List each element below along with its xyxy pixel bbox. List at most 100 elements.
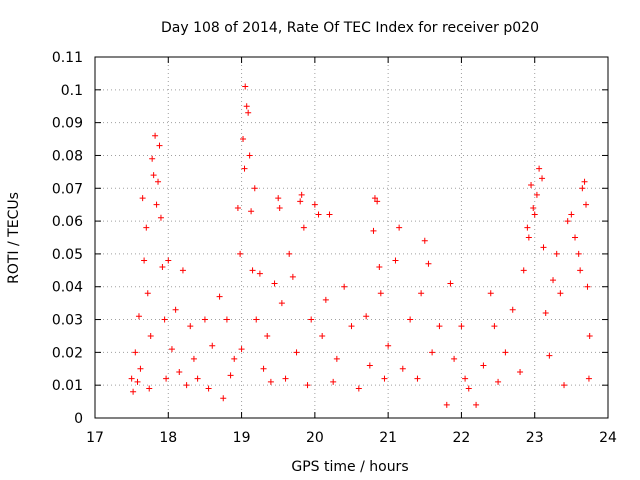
data-point xyxy=(385,342,392,349)
data-point xyxy=(276,204,283,211)
data-point xyxy=(557,290,564,297)
data-point xyxy=(586,332,593,339)
data-point xyxy=(278,300,285,307)
x-tick-label: 22 xyxy=(453,430,471,446)
data-point xyxy=(315,211,322,218)
y-tick-label: 0.01 xyxy=(52,378,83,394)
data-point xyxy=(572,234,579,241)
data-point xyxy=(130,388,137,395)
y-tick-label: 0.11 xyxy=(52,50,83,66)
data-point xyxy=(152,132,159,139)
x-tick-label: 20 xyxy=(306,430,324,446)
x-tick-label: 18 xyxy=(159,430,177,446)
data-point xyxy=(176,369,183,376)
data-point xyxy=(144,290,151,297)
data-point xyxy=(407,316,414,323)
data-point xyxy=(246,152,253,159)
data-point xyxy=(190,355,197,362)
data-point xyxy=(161,316,168,323)
data-point xyxy=(517,369,524,376)
data-point xyxy=(209,342,216,349)
x-tick-label: 17 xyxy=(86,430,104,446)
data-point xyxy=(491,323,498,330)
data-point xyxy=(540,244,547,251)
data-point xyxy=(147,332,154,339)
x-tick-label: 19 xyxy=(233,430,251,446)
data-point xyxy=(536,165,543,172)
data-point xyxy=(396,224,403,231)
data-point xyxy=(520,267,527,274)
data-point xyxy=(249,267,256,274)
x-tick-label: 23 xyxy=(526,430,544,446)
data-point xyxy=(223,316,230,323)
y-tick-label: 0.1 xyxy=(61,83,83,99)
data-point xyxy=(227,372,234,379)
data-point xyxy=(143,224,150,231)
data-point xyxy=(139,195,146,202)
data-point xyxy=(533,191,540,198)
data-point xyxy=(418,290,425,297)
data-point xyxy=(150,172,157,179)
data-point xyxy=(531,211,538,218)
data-point xyxy=(399,365,406,372)
axes: 17 18 19 20 21 22 23 24 0 0.01 0.02 0.03 0.04 0.05 0.0… xyxy=(52,50,617,446)
data-point xyxy=(561,382,568,389)
data-point xyxy=(240,136,247,143)
data-point xyxy=(581,178,588,185)
data-point xyxy=(330,378,337,385)
data-point xyxy=(524,224,531,231)
data-point xyxy=(366,362,373,369)
data-point xyxy=(374,198,381,205)
data-point xyxy=(326,211,333,218)
y-tick-label: 0.06 xyxy=(52,214,83,230)
y-tick-label: 0.09 xyxy=(52,116,83,132)
data-point xyxy=(251,185,258,192)
data-point xyxy=(146,385,153,392)
data-point xyxy=(443,401,450,408)
data-point xyxy=(579,185,586,192)
chart-title: Day 108 of 2014, Rate Of TEC Index for r… xyxy=(161,20,539,36)
x-tick-label: 24 xyxy=(599,430,617,446)
data-point xyxy=(245,109,252,116)
data-point xyxy=(134,378,141,385)
data-point xyxy=(370,227,377,234)
data-point xyxy=(363,313,370,320)
data-point xyxy=(546,352,553,359)
data-point xyxy=(585,375,592,382)
data-point xyxy=(128,375,135,382)
data-point xyxy=(575,250,582,257)
data-point xyxy=(553,250,560,257)
data-point xyxy=(241,165,248,172)
data-points xyxy=(128,83,593,408)
y-tick-label: 0.02 xyxy=(52,345,83,361)
data-point xyxy=(509,306,516,313)
y-tick-label: 0.05 xyxy=(52,247,83,263)
data-point xyxy=(550,277,557,284)
data-point xyxy=(300,224,307,231)
data-point xyxy=(333,355,340,362)
data-point xyxy=(231,355,238,362)
data-point xyxy=(319,332,326,339)
data-point xyxy=(465,385,472,392)
data-point xyxy=(564,218,571,225)
data-point xyxy=(275,195,282,202)
data-point xyxy=(163,375,170,382)
data-point xyxy=(584,283,591,290)
data-point xyxy=(216,293,223,300)
data-point xyxy=(568,211,575,218)
data-point xyxy=(293,349,300,356)
data-point xyxy=(155,178,162,185)
data-point xyxy=(194,375,201,382)
data-point xyxy=(271,280,278,287)
data-point xyxy=(425,260,432,267)
data-point xyxy=(341,283,348,290)
data-point xyxy=(286,250,293,257)
data-point xyxy=(473,401,480,408)
data-point xyxy=(260,365,267,372)
data-point xyxy=(282,375,289,382)
data-point xyxy=(583,201,590,208)
plot-frame xyxy=(94,56,609,419)
data-point xyxy=(528,181,535,188)
x-tick-label: 21 xyxy=(379,430,397,446)
